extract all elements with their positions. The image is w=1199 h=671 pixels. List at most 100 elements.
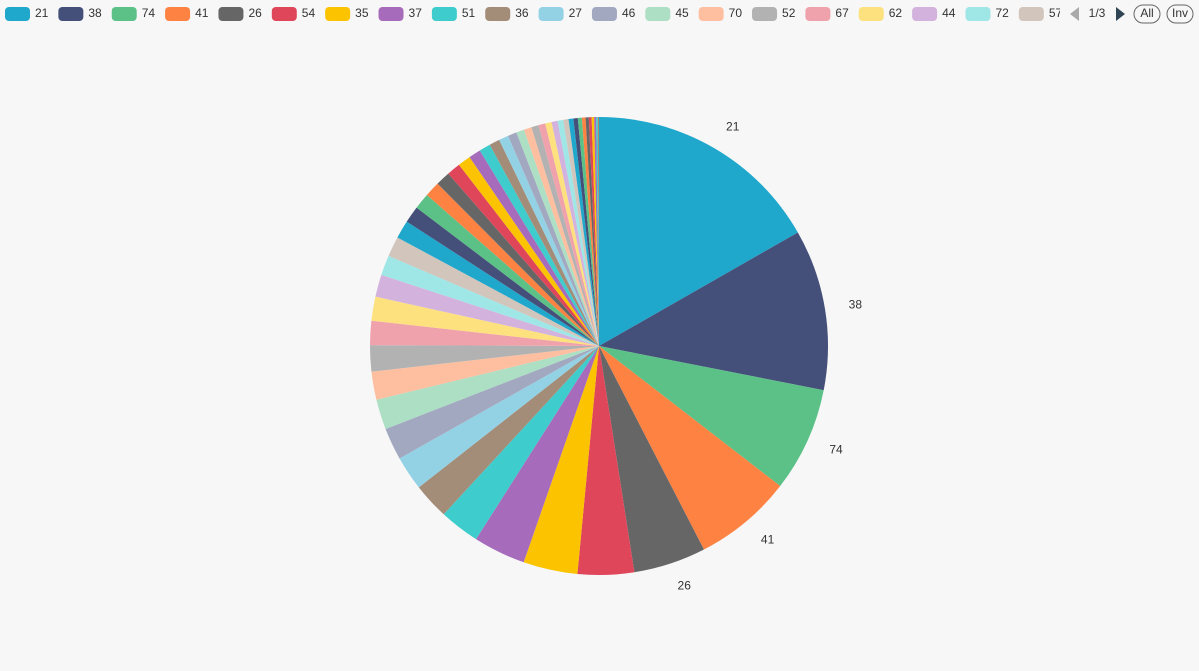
legend-swatch[interactable]	[111, 7, 137, 21]
pie-slice	[599, 346, 781, 550]
pie-slice	[591, 117, 599, 346]
legend-label[interactable]: 72	[995, 6, 1009, 20]
legend-swatch[interactable]	[325, 7, 351, 21]
pie-slice	[376, 346, 599, 429]
pie-slice	[577, 346, 635, 576]
pie-slice	[489, 139, 599, 346]
legend-label[interactable]: 54	[302, 6, 316, 20]
pie-slice	[469, 150, 599, 346]
pie-slice	[599, 117, 798, 346]
legend-label[interactable]: 27	[569, 6, 583, 20]
legend-label[interactable]: 67	[835, 6, 849, 20]
pie-slice	[370, 320, 599, 346]
legend-label[interactable]: 37	[409, 6, 423, 20]
pie-slice	[479, 144, 599, 346]
legend-swatch[interactable]	[378, 7, 404, 21]
inv-button-label[interactable]: Inv	[1172, 6, 1188, 20]
pie-slice	[538, 123, 599, 346]
legend: 21 38 74 41 26 54 35 37 51 36 27 46 45 70 52 67 62 44 72 57	[5, 6, 1063, 21]
pie-slice	[599, 346, 704, 573]
legend-swatch[interactable]	[912, 7, 938, 21]
pie-slice	[524, 127, 599, 346]
pie-slice	[599, 232, 828, 391]
legend-swatch[interactable]	[752, 7, 778, 21]
pie-slice	[499, 135, 599, 346]
all-button-label[interactable]: All	[1140, 6, 1153, 20]
legend-label[interactable]: 35	[355, 6, 369, 20]
pie-slice	[557, 119, 599, 346]
legend-swatch[interactable]	[965, 7, 991, 21]
legend-swatch[interactable]	[271, 7, 297, 21]
slice-label: 38	[849, 297, 863, 311]
pie-slice	[375, 274, 599, 346]
inv-button[interactable]	[1166, 4, 1194, 24]
legend-label[interactable]: 21	[35, 6, 49, 20]
pie-slice	[581, 117, 599, 346]
pie-slice	[599, 346, 824, 487]
legend-swatch[interactable]	[805, 7, 831, 21]
legend-label[interactable]: 46	[622, 6, 636, 20]
pie-slice	[388, 237, 599, 346]
legend-label[interactable]: 38	[88, 6, 102, 20]
pie-slice	[370, 345, 599, 372]
pie-slice	[418, 346, 599, 515]
pie-slice	[381, 255, 599, 346]
legend-label[interactable]: 57	[1049, 6, 1063, 20]
slice-label: 41	[761, 533, 775, 547]
pie-slice	[516, 129, 599, 346]
pie-slice	[399, 346, 599, 488]
legend-label[interactable]: 44	[942, 6, 956, 20]
pie-slice	[508, 132, 599, 346]
pie-slice	[443, 346, 599, 540]
pie-slice	[551, 120, 599, 347]
pie-slice	[523, 346, 599, 574]
pie-slice	[573, 117, 599, 346]
pie-slice	[448, 164, 599, 346]
pie-slice	[397, 221, 599, 346]
legend-swatch[interactable]	[1018, 7, 1044, 21]
pie-slice	[371, 346, 599, 400]
legend-swatch[interactable]	[165, 7, 191, 21]
legend-label[interactable]: 26	[248, 6, 262, 20]
pie-slice	[476, 346, 599, 563]
pie-slice	[585, 117, 599, 347]
legend-swatch[interactable]	[431, 7, 457, 21]
pie-slice	[563, 119, 599, 347]
legend-swatch[interactable]	[645, 7, 671, 21]
legend-swatch[interactable]	[218, 7, 244, 21]
legend-swatch[interactable]	[538, 7, 564, 21]
legend-swatch[interactable]	[5, 7, 30, 21]
pie-slice	[416, 194, 599, 346]
pie-slice	[385, 346, 599, 459]
legend-page: 1/3	[1089, 6, 1106, 20]
pie-slice	[531, 125, 599, 347]
legend-swatch[interactable]	[485, 7, 511, 21]
slice-label: 21	[726, 119, 740, 133]
pie-slice	[371, 296, 599, 346]
slice-label: 74	[829, 443, 843, 457]
pie-slice	[458, 157, 599, 346]
legend-label[interactable]: 45	[675, 6, 689, 20]
pie-slice	[568, 118, 599, 346]
legend-prev[interactable]	[1070, 7, 1079, 21]
pie-slice	[426, 183, 599, 346]
pie-slice	[588, 117, 599, 346]
legend-swatch[interactable]	[698, 7, 724, 21]
pie-slice	[577, 117, 599, 346]
legend-label[interactable]: 70	[729, 6, 743, 20]
legend-label[interactable]: 74	[142, 6, 156, 20]
slice-label: 26	[678, 579, 692, 593]
legend-label[interactable]: 41	[195, 6, 209, 20]
legend-label[interactable]: 52	[782, 6, 796, 20]
legend-label[interactable]: 62	[889, 6, 903, 20]
pie-slice	[545, 121, 599, 346]
legend-swatch[interactable]	[591, 7, 617, 21]
legend-label[interactable]: 36	[515, 6, 529, 20]
legend-label[interactable]: 51	[462, 6, 476, 20]
pie-slice	[406, 207, 599, 346]
legend-swatch[interactable]	[58, 7, 84, 21]
legend-swatch[interactable]	[858, 7, 884, 21]
legend-next[interactable]	[1116, 7, 1125, 21]
all-button[interactable]	[1133, 4, 1161, 24]
